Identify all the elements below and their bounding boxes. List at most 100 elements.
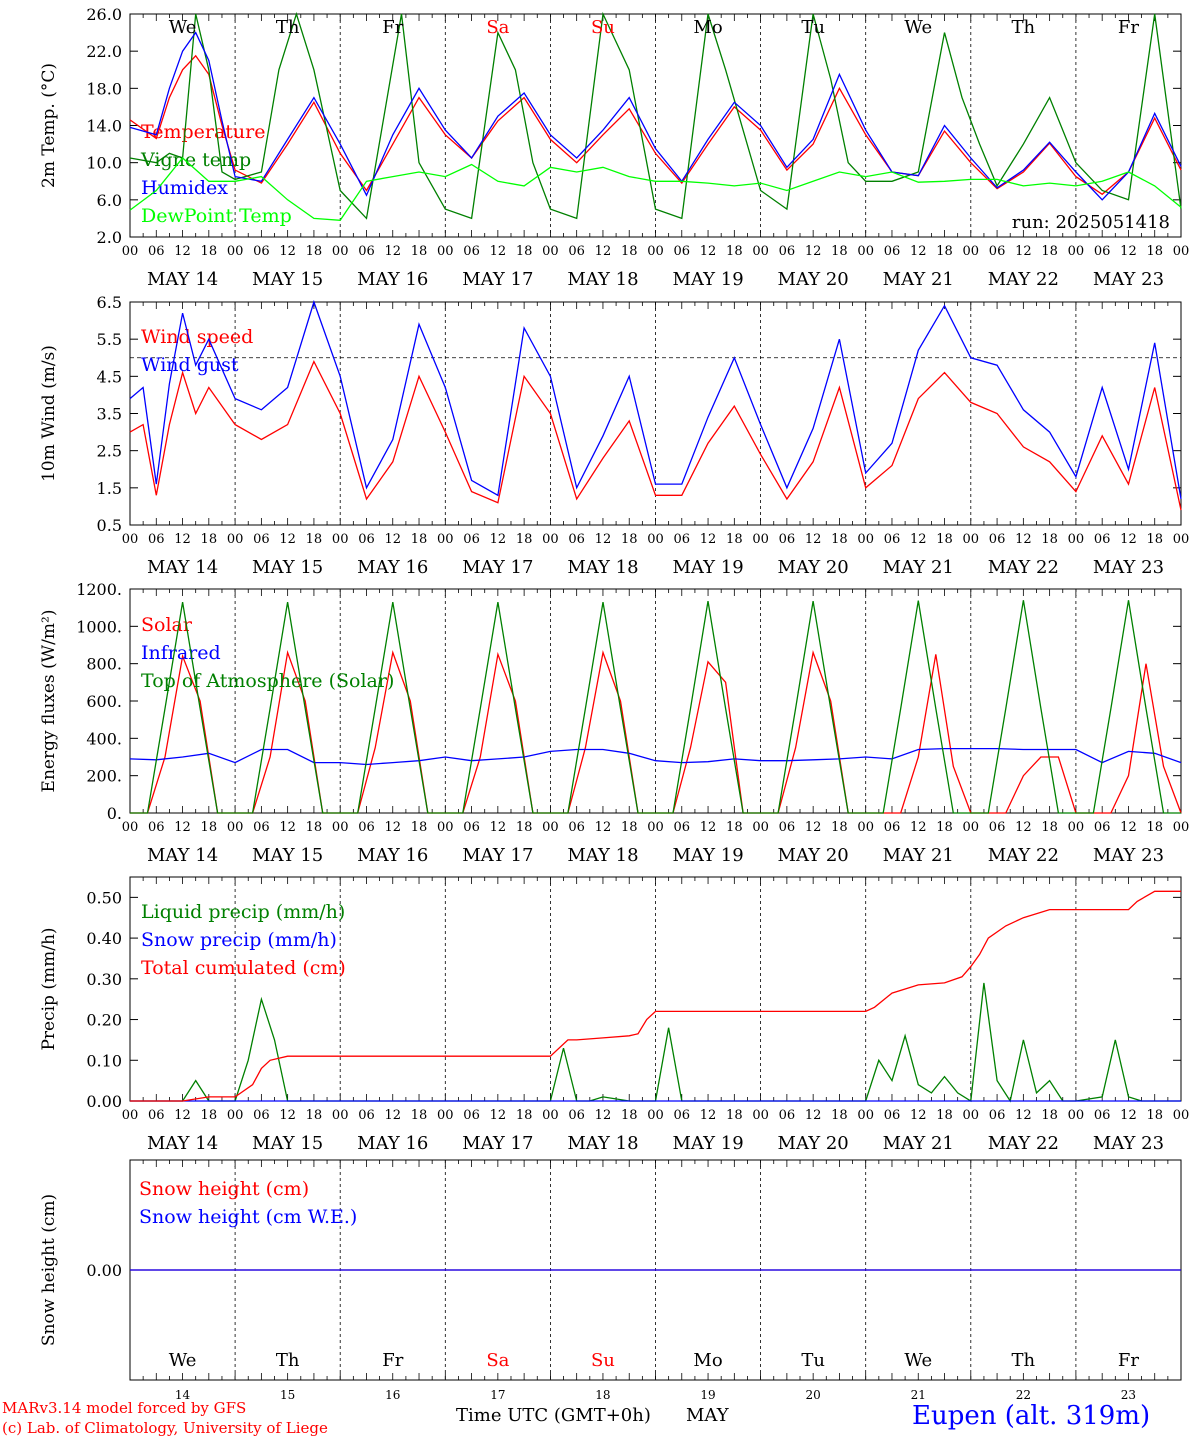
y-tick-label: 3.5	[97, 405, 122, 424]
hour-tick-label: 12	[1120, 532, 1137, 547]
date-label: MAY 18	[567, 845, 638, 866]
hour-tick-label: 06	[148, 244, 165, 259]
day-name-bottom: Sa	[486, 1350, 509, 1371]
day-name-bottom: Tu	[801, 1350, 825, 1371]
series-line-3	[129, 31, 1182, 201]
hour-tick-label: 18	[1041, 820, 1058, 835]
hour-tick-label: 00	[1068, 820, 1085, 835]
day-name-top: Th	[1012, 17, 1036, 38]
date-label: MAY 19	[672, 1133, 743, 1154]
date-label: MAY 21	[883, 1133, 954, 1154]
hour-tick-label: 00	[752, 820, 769, 835]
hour-tick-label: 00	[857, 532, 874, 547]
hour-tick-label: 00	[647, 820, 664, 835]
hour-tick-label: 12	[1120, 820, 1137, 835]
day-number: 16	[385, 1388, 400, 1402]
hour-tick-label: 00	[647, 1108, 664, 1123]
plot-frame	[129, 301, 1182, 526]
y-tick-label: 5.5	[97, 330, 122, 349]
legend-entry: Wind gust	[141, 354, 239, 376]
hour-tick-label: 12	[700, 244, 717, 259]
legend-entry: Temperature	[141, 121, 265, 143]
hour-tick-label: 18	[726, 244, 743, 259]
day-name-bottom: Su	[591, 1350, 615, 1371]
hour-tick-label: 18	[1146, 532, 1163, 547]
hour-tick-label: 06	[674, 820, 691, 835]
hour-tick-label: 18	[936, 532, 953, 547]
legend-entry: Snow height (cm W.E.)	[139, 1206, 357, 1228]
day-name-bottom: Th	[276, 1350, 300, 1371]
hour-tick-label: 12	[490, 820, 507, 835]
hour-tick-label: 12	[174, 1108, 191, 1123]
y-tick-label: 800.	[86, 655, 122, 674]
hour-tick-label: 00	[857, 820, 874, 835]
date-label: MAY 16	[357, 1133, 428, 1154]
hour-tick-label: 12	[279, 1108, 296, 1123]
y-tick-label: 4.5	[97, 367, 122, 386]
hour-tick-label: 06	[568, 532, 585, 547]
y-tick-label: 18.0	[86, 79, 122, 98]
hour-tick-label: 00	[122, 244, 139, 259]
hour-tick-label: 00	[647, 532, 664, 547]
y-tick-label: 22.0	[86, 42, 122, 61]
hour-tick-label: 12	[490, 1108, 507, 1123]
run-label: run: 2025051418	[1012, 212, 1170, 233]
y-tick-label: 600.	[86, 692, 122, 711]
hour-tick-label: 06	[1094, 820, 1111, 835]
panel-5: 0.00 Snow height (cm) Snow height (cm) Snow…	[39, 1159, 1182, 1381]
model-line: MARv3.14 model forced by GFS	[2, 1399, 247, 1417]
hour-tick-label: 00	[857, 1108, 874, 1123]
hour-tick-label: 18	[1041, 532, 1058, 547]
y-tick-label: 0.30	[86, 970, 122, 989]
day-name-bottom: We	[169, 1350, 197, 1371]
hour-tick-label: 00	[437, 1108, 454, 1123]
hour-tick-label: 06	[779, 1108, 796, 1123]
date-label: MAY 23	[1093, 557, 1164, 578]
hour-tick-label: 18	[306, 820, 323, 835]
hour-tick-label: 00	[963, 820, 980, 835]
series-line-3	[130, 890, 1181, 1102]
y-tick-label: 2.5	[97, 442, 122, 461]
hour-tick-label: 12	[1015, 532, 1032, 547]
date-label: MAY 22	[988, 845, 1059, 866]
hour-tick-label: 00	[1173, 532, 1190, 547]
hour-tick-label: 12	[174, 820, 191, 835]
date-label: MAY 18	[567, 1133, 638, 1154]
hour-tick-label: 12	[595, 532, 612, 547]
hour-tick-label: 12	[910, 532, 927, 547]
date-label: MAY 22	[988, 557, 1059, 578]
hour-tick-label: 18	[1146, 820, 1163, 835]
legend-entry: Snow precip (mm/h)	[141, 929, 337, 951]
hour-tick-label: 12	[384, 1108, 401, 1123]
hour-tick-label: 00	[542, 532, 559, 547]
y-tick-label: 26.0	[86, 5, 122, 24]
hour-tick-label: 00	[752, 1108, 769, 1123]
hour-tick-label: 18	[936, 244, 953, 259]
hour-tick-label: 18	[306, 1108, 323, 1123]
hour-tick-label: 12	[700, 1108, 717, 1123]
day-name-top: Tu	[801, 17, 825, 38]
date-label: MAY 23	[1093, 845, 1164, 866]
hour-tick-label: 06	[253, 244, 270, 259]
date-label: MAY 20	[778, 557, 849, 578]
hour-tick-label: 18	[726, 1108, 743, 1123]
hour-tick-label: 18	[831, 1108, 848, 1123]
day-name-top: Sa	[486, 17, 509, 38]
date-label: MAY 23	[1093, 1133, 1164, 1154]
hour-tick-label: 18	[411, 1108, 428, 1123]
hour-tick-label: 06	[779, 244, 796, 259]
legend-entry: DewPoint Temp	[141, 205, 292, 227]
hour-tick-label: 12	[174, 532, 191, 547]
hour-tick-label: 00	[122, 1108, 139, 1123]
hour-tick-label: 12	[595, 244, 612, 259]
hour-tick-label: 06	[884, 532, 901, 547]
hour-tick-label: 06	[568, 820, 585, 835]
hour-tick-label: 06	[148, 532, 165, 547]
hour-tick-label: 18	[726, 820, 743, 835]
day-number: 21	[911, 1388, 926, 1402]
hour-tick-label: 00	[332, 1108, 349, 1123]
hour-tick-label: 12	[910, 1108, 927, 1123]
hour-tick-label: 18	[936, 1108, 953, 1123]
hour-tick-label: 18	[516, 532, 533, 547]
